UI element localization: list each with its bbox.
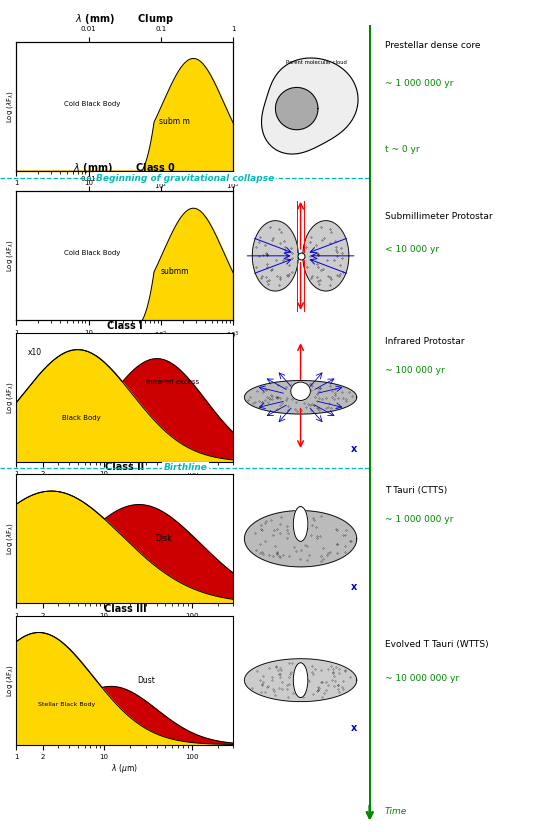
Text: x: x [351,723,357,734]
Y-axis label: Log ($\lambda$F$_\lambda$): Log ($\lambda$F$_\lambda$) [5,664,15,696]
Text: ~ 100 000 yr: ~ 100 000 yr [385,366,445,374]
Y-axis label: Log ($\lambda$F$_\lambda$): Log ($\lambda$F$_\lambda$) [5,381,15,414]
Y-axis label: Log ($\lambda$F$_\lambda$): Log ($\lambda$F$_\lambda$) [5,522,15,555]
Polygon shape [244,380,357,414]
Text: T Tauri (CTTS): T Tauri (CTTS) [385,487,447,495]
Text: ~ 1 000 000 yr: ~ 1 000 000 yr [385,516,453,524]
X-axis label: $\lambda$ ($\mu$m): $\lambda$ ($\mu$m) [111,762,138,775]
Text: Time: Time [385,807,407,815]
Text: Prestellar dense core: Prestellar dense core [385,42,480,50]
Text: < 10 000 yr: < 10 000 yr [385,245,439,254]
Text: infrared excess: infrared excess [146,379,199,385]
Text: Dust: Dust [138,676,155,685]
Text: ~ 1 000 000 yr: ~ 1 000 000 yr [385,79,453,87]
Ellipse shape [293,663,308,697]
Text: Cold Black Body: Cold Black Body [64,101,121,106]
Text: Stellar Black Body: Stellar Black Body [38,702,95,707]
Title: Class I: Class I [107,320,143,330]
Text: Infrared Protostar: Infrared Protostar [385,337,464,345]
Title: Class III: Class III [104,603,146,613]
X-axis label: $\lambda$ ($\mu$m): $\lambda$ ($\mu$m) [111,343,138,356]
Ellipse shape [293,507,308,542]
Text: Disk: Disk [155,534,172,543]
Text: Black Body: Black Body [62,415,101,422]
Y-axis label: Log ($\lambda$F$_\lambda$): Log ($\lambda$F$_\lambda$) [5,240,15,272]
Text: x10: x10 [27,349,41,357]
Text: subm m: subm m [159,117,190,126]
Text: x: x [351,444,357,454]
Title: Class II: Class II [105,462,144,472]
Text: Submillimeter Protostar: Submillimeter Protostar [385,212,492,220]
Polygon shape [276,87,318,130]
Text: Parent molecular cloud: Parent molecular cloud [285,60,346,65]
Ellipse shape [291,382,310,400]
Polygon shape [253,220,298,291]
Text: Birthline: Birthline [164,463,207,472]
Title: $\lambda$ (mm)       Class 0: $\lambda$ (mm) Class 0 [74,161,176,176]
Polygon shape [303,220,349,291]
Text: ~ 10 000 000 yr: ~ 10 000 000 yr [385,674,459,682]
Text: Evolved T Tauri (WTTS): Evolved T Tauri (WTTS) [385,641,489,649]
Text: x: x [351,582,357,592]
X-axis label: $\lambda$ ($\mu$m): $\lambda$ ($\mu$m) [111,479,138,492]
Title: $\lambda$ (mm)       Clump: $\lambda$ (mm) Clump [76,12,174,26]
Polygon shape [261,58,358,154]
X-axis label: $\lambda$ ($\mu$m): $\lambda$ ($\mu$m) [111,621,138,633]
Polygon shape [244,659,357,701]
Text: Beginning of gravitational collapse: Beginning of gravitational collapse [96,174,274,182]
Text: submm: submm [160,267,189,276]
Polygon shape [244,511,357,567]
Y-axis label: Log ($\lambda$F$_\lambda$): Log ($\lambda$F$_\lambda$) [5,90,15,122]
X-axis label: $\lambda$ ($\mu$m): $\lambda$ ($\mu$m) [111,193,138,206]
Text: Cold Black Body: Cold Black Body [64,250,121,256]
Text: t ~ 0 yr: t ~ 0 yr [385,146,419,154]
